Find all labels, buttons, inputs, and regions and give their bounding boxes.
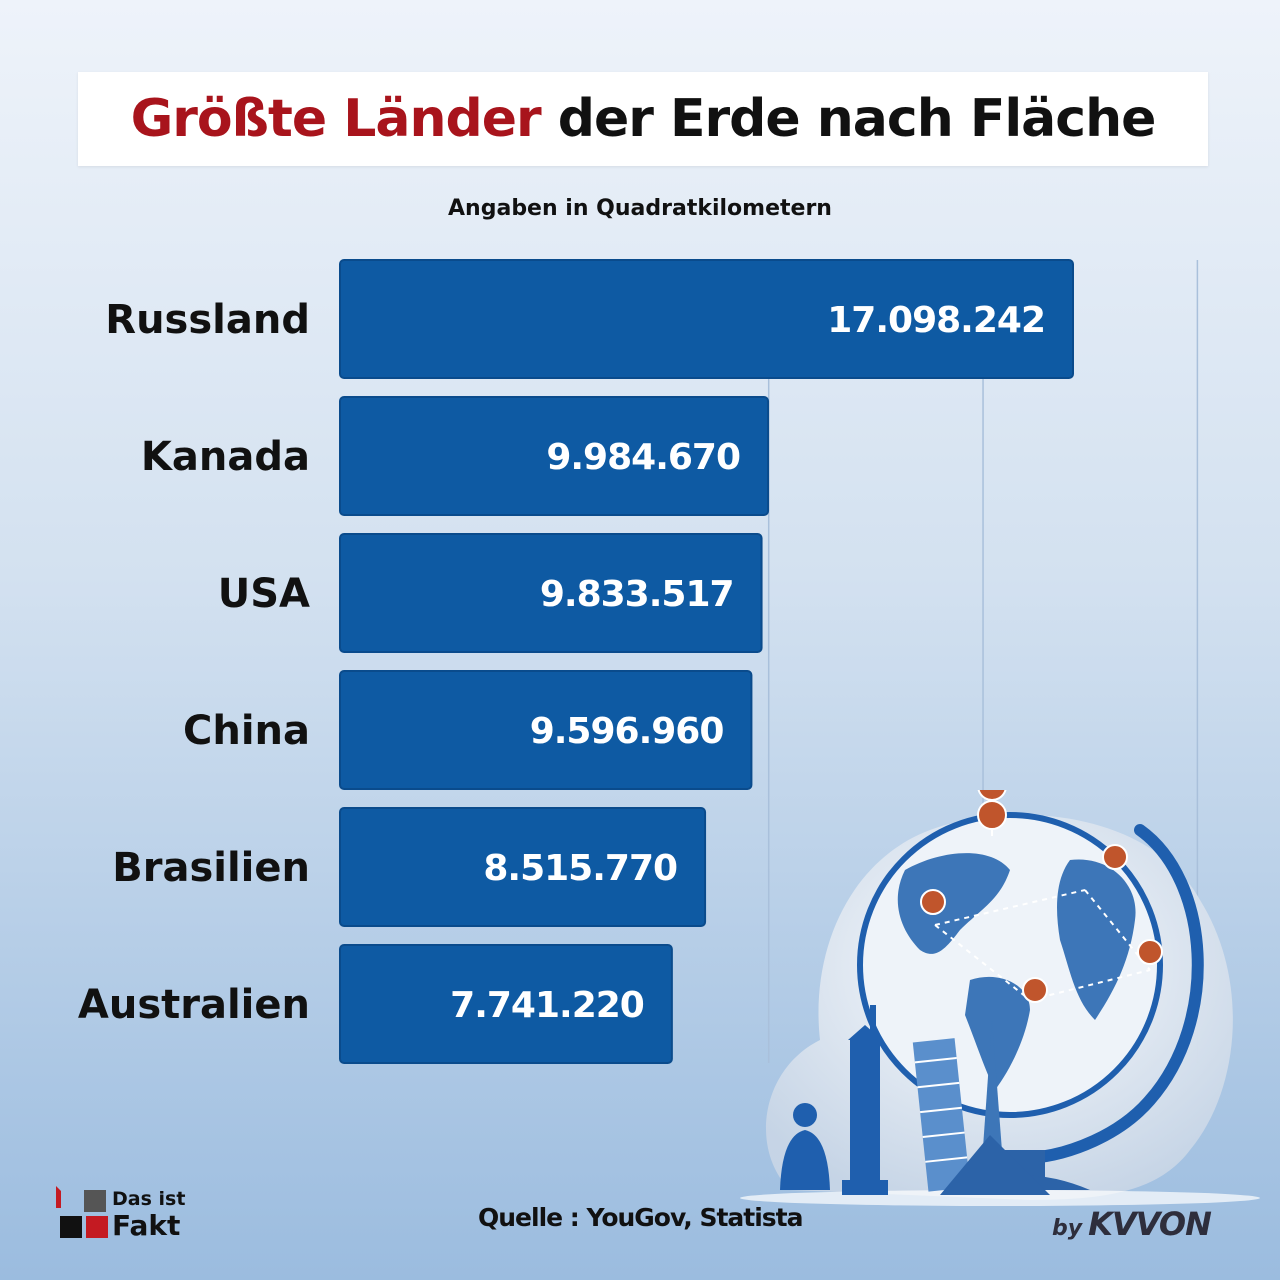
logo-mark-grey xyxy=(84,1190,106,1212)
value-label: 7.741.220 xyxy=(450,985,644,1026)
logo-line1: Das ist xyxy=(112,1188,186,1210)
route-lines xyxy=(934,889,1151,1001)
bar-usa xyxy=(339,533,763,653)
value-label: 8.515.770 xyxy=(483,848,677,889)
value-label: 9.984.670 xyxy=(546,437,740,478)
globe-arm xyxy=(1024,824,1204,1164)
pyramid-icon xyxy=(940,1135,1050,1195)
map-pin-icon xyxy=(920,790,1163,1003)
das-ist-fakt-logo: Das ist Fakt xyxy=(56,1186,216,1246)
continent-africa-europe xyxy=(1057,859,1136,1020)
title-accent: Größte Länder xyxy=(130,89,542,149)
buddha-statue-icon xyxy=(780,1103,830,1190)
logo-mark-black xyxy=(60,1216,82,1238)
byline-brand: KVVON xyxy=(1088,1205,1212,1243)
category-label: Brasilien xyxy=(112,845,310,891)
bar-russland xyxy=(339,259,1074,379)
logo-mark-red xyxy=(86,1216,108,1238)
category-label: Kanada xyxy=(141,434,310,480)
value-label: 17.098.242 xyxy=(827,300,1045,341)
bar-kanada xyxy=(339,396,770,516)
globe-illustration xyxy=(740,790,1260,1206)
byline-by: by xyxy=(1052,1216,1083,1241)
title-box: Größte Länder der Erde nach Fläche xyxy=(78,72,1208,166)
continent-south-america xyxy=(965,976,1030,1090)
bar-australien xyxy=(339,944,673,1064)
logo-line2: Fakt xyxy=(112,1209,181,1242)
logo-mark-red-corner xyxy=(56,1186,78,1208)
bar-china xyxy=(339,670,753,790)
statue-of-liberty-icon xyxy=(842,1005,888,1195)
source-text: Quelle : YouGov, Statista xyxy=(478,1203,803,1232)
category-label: China xyxy=(183,708,310,754)
value-label: 9.833.517 xyxy=(540,574,734,615)
leaning-tower-icon xyxy=(912,1038,971,1192)
bars: Russland 17.098.242 Kanada 9.984.670 USA 9.83… xyxy=(78,259,1074,1064)
chart-subtitle: Angaben in Quadratkilometern xyxy=(448,196,832,221)
category-label: Australien xyxy=(78,982,310,1028)
value-label: 9.596.960 xyxy=(530,711,724,752)
bar-brasilien xyxy=(339,807,707,927)
category-label: USA xyxy=(218,571,310,617)
page-title: Größte Länder der Erde nach Fläche xyxy=(130,89,1157,149)
continent-north-america xyxy=(897,853,1010,954)
byline: by KVVON xyxy=(1052,1205,1212,1243)
title-rest: der Erde nach Fläche xyxy=(540,89,1157,149)
category-label: Russland xyxy=(105,297,310,343)
